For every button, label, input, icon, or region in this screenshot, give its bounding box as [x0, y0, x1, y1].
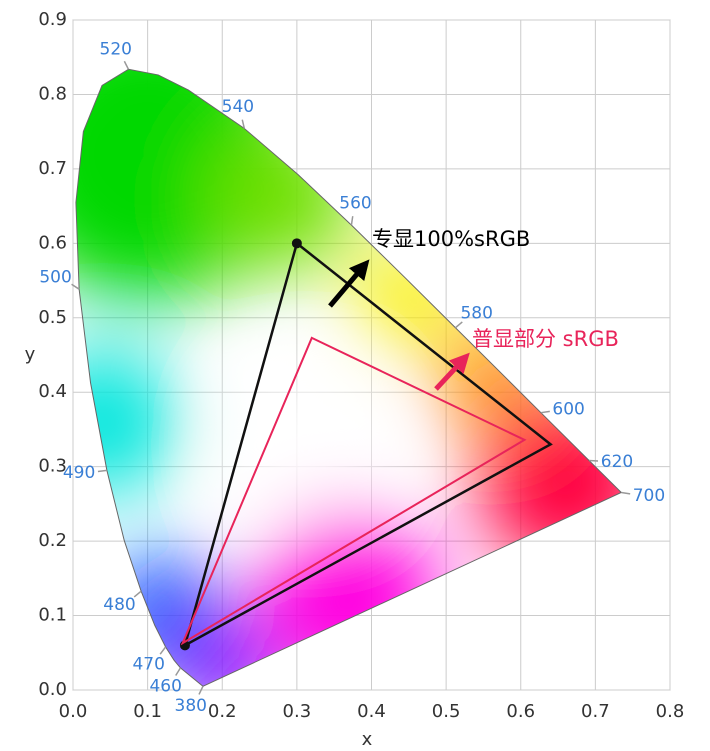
x-tick-label: 0.8	[656, 701, 685, 722]
y-tick-label: 0.5	[38, 307, 67, 328]
wavelength-label: 490	[63, 463, 95, 483]
gamut-triangle	[182, 241, 553, 648]
y-tick-label: 0.7	[38, 158, 67, 179]
x-tick-label: 0.5	[432, 701, 461, 722]
gamut-fill	[75, 69, 622, 687]
wavelength-tick	[175, 667, 182, 676]
wavelength-tick	[133, 590, 142, 598]
wavelength-tick	[97, 469, 107, 473]
wavelength-label: 520	[100, 40, 132, 60]
vertex-dot	[291, 238, 302, 249]
wavelength-label: 480	[103, 595, 135, 615]
annotation-arrow	[328, 259, 370, 308]
wavelength-tick	[71, 283, 80, 290]
x-tick-label: 0.3	[283, 701, 312, 722]
wavelength-label: 540	[222, 97, 254, 117]
annotation: 普显部分 sRGB	[472, 327, 619, 351]
x-tick-label: 0.1	[133, 701, 162, 722]
wavelength-label: 580	[460, 303, 492, 323]
gamut-triangle	[180, 336, 527, 646]
wavelength-tick	[350, 216, 354, 226]
wavelength-label: 500	[39, 267, 71, 287]
x-axis-label: x	[362, 729, 373, 750]
wavelength-label: 560	[339, 193, 371, 213]
x-tick-label: 0.4	[357, 701, 386, 722]
wavelength-label: 380	[175, 696, 207, 716]
wavelength-tick	[241, 119, 246, 129]
x-tick-label: 0.2	[208, 701, 237, 722]
wavelength-label: 470	[132, 655, 164, 675]
annotation-arrow	[434, 352, 470, 391]
wavelength-label: 600	[552, 400, 584, 420]
x-tick-label: 0.6	[506, 701, 535, 722]
y-tick-label: 0.8	[38, 83, 67, 104]
wavelength-label: 700	[633, 486, 665, 506]
y-tick-label: 0.2	[38, 530, 67, 551]
wavelength-tick	[621, 491, 631, 495]
y-tick-label: 0.0	[38, 679, 67, 700]
wavelength-tick	[588, 459, 599, 462]
y-tick-label: 0.1	[38, 605, 67, 626]
y-tick-label: 0.6	[38, 232, 67, 253]
y-tick-label: 0.9	[38, 9, 67, 30]
annotation: 专显100%sRGB	[372, 227, 530, 251]
wavelength-tick	[454, 321, 463, 329]
plot: 0.0 0.1 0.2 0.3 0.4 0.5 0.6 0.7 0.8 0.0 0.1 0.2 0.3 0…	[38, 9, 684, 722]
wavelength-label: 620	[601, 452, 633, 472]
y-tick-label: 0.3	[38, 456, 67, 477]
wavelength-tick	[540, 410, 550, 414]
wavelength-tick	[123, 60, 130, 70]
x-tick-label: 0.7	[581, 701, 610, 722]
y-axis-label: y	[25, 344, 36, 365]
wavelength-tick	[159, 646, 167, 655]
x-tick-label: 0.0	[59, 701, 88, 722]
wavelength-label: 460	[149, 677, 181, 697]
wavelength-tick	[198, 685, 204, 695]
spectral-locus	[75, 68, 623, 687]
y-tick-label: 0.4	[38, 381, 67, 402]
